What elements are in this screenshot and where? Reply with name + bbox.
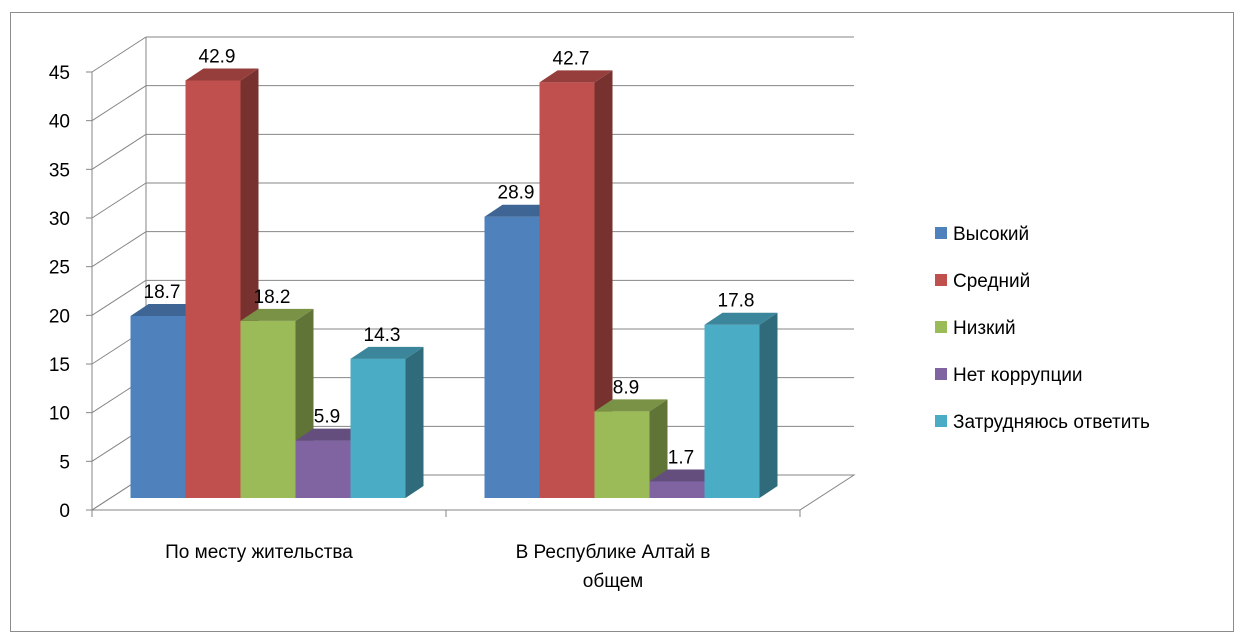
bar-top [130,303,204,316]
y-tick-label: 10 [49,404,70,425]
x-category-label: По месту жительства [165,542,353,563]
legend-swatch [935,415,947,427]
side-wall-line [91,36,147,73]
bar-top [295,428,369,441]
y-tick-label: 30 [49,209,70,230]
legend-label: Высокий [953,224,1029,245]
legend-swatch [935,274,947,286]
bar [649,481,705,498]
bar [350,358,406,498]
x-category-label: В Республике Алтай в [516,542,711,563]
side-wall-line [91,133,147,170]
legend-label: Нет коррупции [953,365,1083,386]
data-label: 5.9 [314,407,340,428]
legend-label: Средний [953,271,1030,292]
bar [704,324,760,498]
data-label: 28.9 [498,183,535,204]
y-tick-label: 5 [59,452,70,473]
data-label: 8.9 [613,377,639,398]
bar [240,320,296,498]
bar [539,82,595,499]
bar-top [594,399,668,412]
bar [185,80,241,498]
side-wall-line [91,231,147,268]
bar-top [185,68,259,81]
data-label: 17.8 [718,291,755,312]
y-tick-label: 0 [59,501,70,522]
bar-side [405,346,424,498]
bar-top [350,346,424,359]
bar-side [759,312,778,498]
bar-top [240,308,314,321]
bar-top [704,312,778,325]
y-tick-label: 15 [49,355,70,376]
y-tick-label: 40 [49,112,70,133]
data-label: 14.3 [364,325,401,346]
bar [484,216,540,498]
data-label: 18.7 [144,282,181,303]
y-tick-label: 45 [49,63,70,84]
bar-top [539,70,613,83]
legend-swatch [935,321,947,333]
legend-swatch [935,368,947,380]
y-tick-label: 20 [49,306,70,327]
x-category-label: общем [583,571,644,592]
bar [130,315,186,498]
y-tick-label: 35 [49,160,70,181]
data-label: 42.9 [199,46,236,67]
bar-top [649,469,723,482]
bar-side [594,70,613,499]
side-wall-line [91,279,147,316]
bar [594,411,650,498]
legend-label: Затрудняюсь ответить [953,412,1150,433]
data-label: 18.2 [254,287,291,308]
legend-swatch [935,227,947,239]
bar-top [484,204,558,217]
side-wall-line [91,85,147,122]
y-tick-label: 25 [49,258,70,279]
bar [295,440,351,498]
legend-label: Низкий [953,318,1016,339]
data-label: 1.7 [668,447,694,468]
side-wall-line [91,182,147,219]
data-label: 42.7 [553,48,590,69]
